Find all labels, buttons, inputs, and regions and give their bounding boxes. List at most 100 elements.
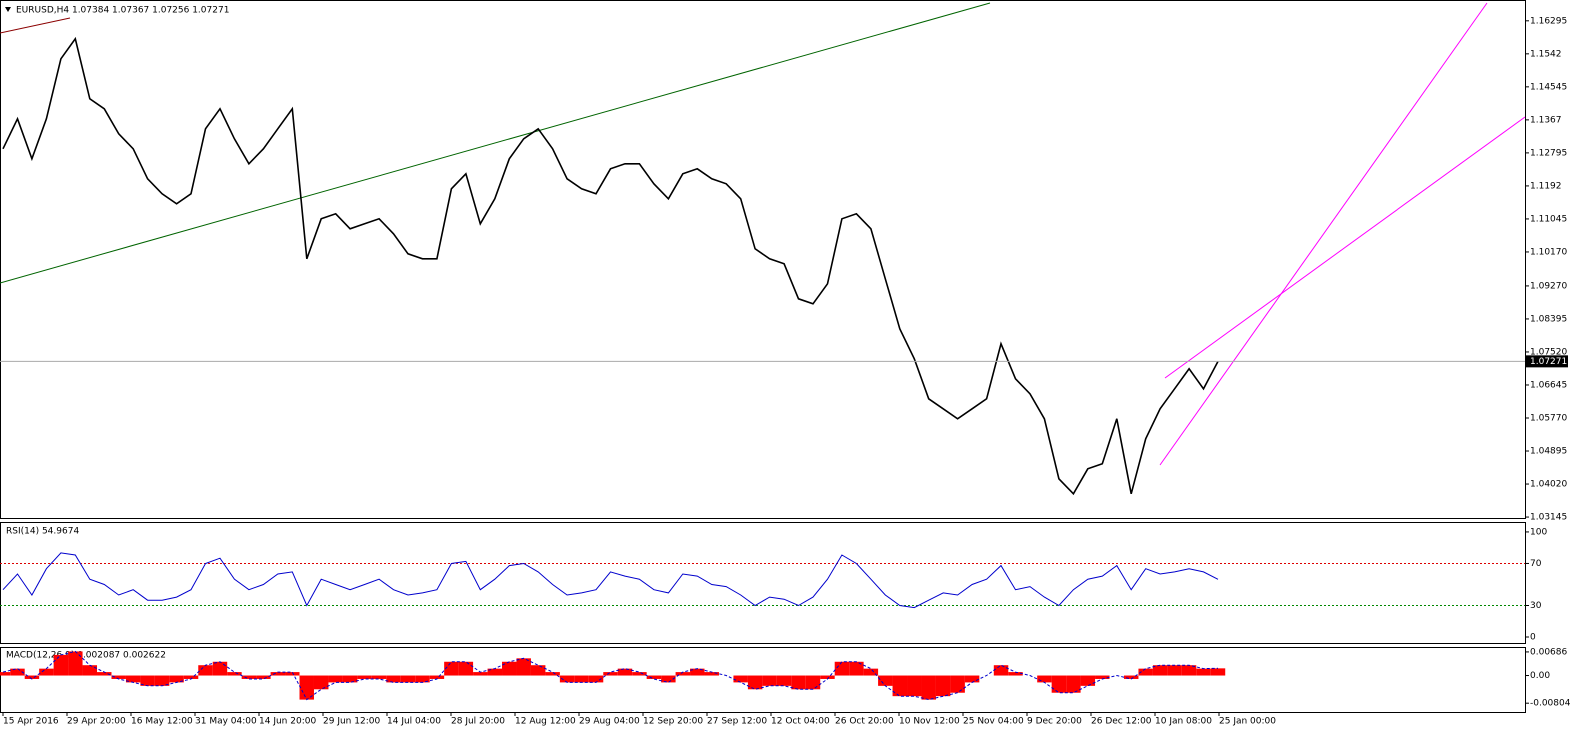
y-tick-label: 1.04895 [1530, 447, 1567, 457]
x-tick-label: 10 Nov 12:00 [899, 717, 960, 727]
histogram-bar [386, 675, 401, 683]
histogram-bar [97, 672, 112, 676]
histogram-bar [1152, 665, 1168, 676]
price-panel [0, 0, 1526, 519]
y-tick-label: 1.16295 [1530, 16, 1567, 26]
histogram-bar [154, 675, 170, 686]
histogram-bar [603, 672, 618, 676]
x-tick-label: 31 May 04:00 [195, 717, 257, 727]
histogram-bar [530, 665, 546, 676]
x-tick-label: 14 Jun 20:00 [259, 717, 316, 727]
x-tick-label: 29 Jun 12:00 [323, 717, 380, 727]
price-tag [1526, 355, 1568, 368]
histogram-bar [429, 675, 445, 679]
histogram-bar [444, 661, 459, 676]
histogram-bar [964, 675, 980, 683]
histogram-bar [921, 675, 936, 700]
histogram-bar [661, 675, 676, 683]
histogram-bar [878, 675, 893, 686]
y-tick-label: 1.06645 [1530, 380, 1567, 390]
histogram-bar [805, 675, 821, 690]
histogram-bar [0, 672, 11, 676]
histogram-bar [458, 661, 474, 676]
histogram-bar [1123, 675, 1139, 679]
histogram-bar [24, 675, 40, 679]
x-tick-label: 29 Apr 20:00 [67, 717, 126, 727]
histogram-bar [574, 675, 589, 683]
histogram-bar [632, 672, 647, 676]
x-tick-label: 28 Jul 20:00 [451, 717, 505, 727]
price-tag-label: 1.07271 [1530, 357, 1567, 367]
histogram-bar [10, 668, 25, 676]
x-tick-label: 26 Dec 12:00 [1091, 717, 1152, 727]
y-tick-label: 100 [1530, 527, 1547, 537]
histogram-bar [588, 675, 604, 683]
histogram-bar [313, 675, 329, 690]
menu-icon[interactable] [5, 7, 11, 12]
x-tick-label: 26 Oct 20:00 [835, 717, 894, 727]
histogram-bar [256, 675, 271, 679]
y-tick-label: 30 [1530, 601, 1542, 611]
x-tick-label: 16 May 12:00 [131, 717, 193, 727]
trendline [0, 17, 71, 34]
y-tick-label: 1.03145 [1530, 513, 1567, 523]
x-tick-label: 25 Nov 04:00 [963, 717, 1024, 727]
x-tick-label: 12 Oct 04:00 [771, 717, 830, 727]
histogram-bar [675, 672, 691, 676]
series-line [2, 552, 1219, 609]
histogram-bar [241, 675, 257, 679]
y-tick-label: 1.05770 [1530, 413, 1567, 423]
histogram-bar [1066, 675, 1081, 693]
histogram-bar [935, 675, 951, 697]
histogram-bar [39, 668, 54, 676]
x-tick-label: 25 Jan 00:00 [1219, 717, 1276, 727]
y-tick-label: 0 [1530, 633, 1536, 643]
x-tick-label: 27 Sep 12:00 [707, 717, 767, 727]
x-tick-label: 29 Aug 04:00 [579, 717, 640, 727]
y-tick-label: 0.00686 [1530, 647, 1567, 657]
x-tick-label: 12 Sep 20:00 [643, 717, 703, 727]
trendline [0, 2, 991, 284]
histogram-bar [299, 675, 314, 700]
y-tick-label: 1.12795 [1530, 148, 1567, 158]
histogram-bar [183, 675, 199, 679]
histogram-bar [690, 668, 705, 676]
histogram-bar [270, 672, 286, 676]
histogram-bar [328, 675, 343, 683]
y-tick-label: 70 [1530, 559, 1542, 569]
histogram-bar [53, 654, 69, 676]
histogram-bar [834, 661, 850, 676]
histogram-bar [357, 675, 372, 679]
histogram-bar [400, 675, 416, 683]
y-tick-label: 1.04020 [1530, 480, 1567, 490]
histogram-bar [950, 675, 965, 693]
price-title: EURUSD,H4 1.07384 1.07367 1.07256 1.0727… [16, 6, 229, 16]
x-tick-label: 12 Aug 12:00 [515, 717, 576, 727]
y-tick-label: 1.1367 [1530, 115, 1562, 125]
histogram-bar [1210, 668, 1226, 676]
y-tick-label: 1.09270 [1530, 281, 1567, 291]
rsi-panel [0, 522, 1526, 644]
histogram-bar [1138, 668, 1153, 676]
rsi-title: RSI(14) 54.9674 [6, 527, 79, 537]
histogram-bar [371, 675, 387, 679]
histogram-bar [1080, 675, 1096, 686]
histogram-bar [820, 675, 835, 679]
histogram-bar [907, 675, 922, 697]
histogram-bar [1037, 675, 1052, 683]
y-tick-label: 1.1542 [1530, 49, 1562, 59]
histogram-bar [993, 665, 1009, 676]
y-tick-label: 1.11045 [1530, 214, 1567, 224]
histogram-bar [502, 661, 517, 676]
y-tick-label: 1.10170 [1530, 247, 1567, 257]
macd-title: MACD(12,26,9) 0.002087 0.002622 [6, 651, 166, 661]
series-line [2, 36, 1219, 496]
y-tick-label: 0.00 [1530, 671, 1550, 681]
histogram-bar [198, 665, 213, 676]
histogram-bar [227, 672, 242, 676]
histogram-bar [82, 665, 98, 676]
histogram-bar [776, 675, 792, 686]
trendline [1164, 116, 1526, 379]
histogram-bar [342, 675, 358, 683]
